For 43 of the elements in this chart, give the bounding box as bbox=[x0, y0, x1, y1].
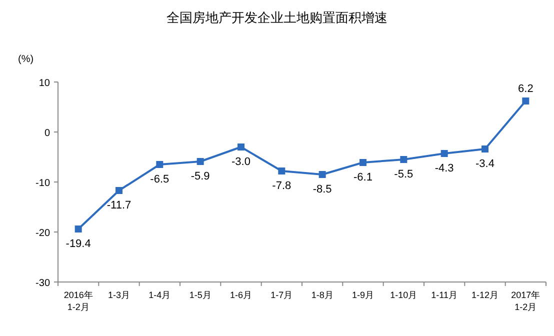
x-tick-label: 1-10月 bbox=[390, 290, 418, 300]
point bbox=[400, 156, 408, 163]
point bbox=[360, 159, 366, 166]
x-tick-label: 1-7月 bbox=[270, 290, 293, 300]
data-label: -11.7 bbox=[106, 200, 132, 212]
chart-title: 全国房地产开发企业土地购置面积增速 bbox=[166, 10, 388, 25]
x-tick-label: 1-5月 bbox=[189, 290, 212, 300]
point bbox=[196, 158, 204, 165]
x-tick-label: 2016年 1-2月 bbox=[64, 290, 93, 312]
y-tick-label: -20 bbox=[36, 228, 50, 239]
point bbox=[440, 150, 448, 157]
x-tick-label: 2017年 1-2月 bbox=[511, 290, 540, 312]
y-tick-label: -10 bbox=[36, 178, 50, 189]
x-tick-label: 1-6月 bbox=[230, 290, 252, 300]
point bbox=[116, 187, 122, 194]
data-label: -4.3 bbox=[434, 162, 454, 174]
point bbox=[318, 171, 326, 178]
x-tick-label: 1-3月 bbox=[108, 290, 130, 300]
point bbox=[156, 161, 164, 168]
point bbox=[278, 168, 286, 174]
data-label: -19.4 bbox=[66, 238, 91, 250]
y-axis-title: (%) bbox=[18, 54, 34, 65]
data-label: -5.9 bbox=[190, 170, 210, 182]
x-tick-label: 1-4月 bbox=[148, 290, 171, 300]
data-label: -3.4 bbox=[476, 158, 494, 170]
data-label: -5.5 bbox=[394, 168, 414, 180]
x-tick-label: 1-12月 bbox=[471, 290, 499, 300]
data-label: -7.8 bbox=[272, 180, 292, 192]
data-label: -6.1 bbox=[354, 172, 372, 184]
data-label: -3.0 bbox=[232, 156, 250, 168]
point bbox=[74, 226, 82, 232]
x-tick-label: 1-8月 bbox=[311, 290, 334, 300]
point bbox=[238, 144, 244, 150]
y-tick-label: -30 bbox=[36, 278, 50, 289]
y-tick-label: 0 bbox=[44, 128, 50, 139]
data-label: 6.2 bbox=[518, 83, 534, 95]
data-label: -8.5 bbox=[312, 184, 332, 196]
point bbox=[522, 98, 530, 104]
x-tick-label: 1-9月 bbox=[352, 290, 374, 300]
data-label: -6.5 bbox=[150, 174, 170, 186]
y-tick-label: 10 bbox=[38, 78, 50, 89]
x-tick-label: 1-11月 bbox=[431, 290, 458, 300]
point bbox=[482, 146, 488, 152]
